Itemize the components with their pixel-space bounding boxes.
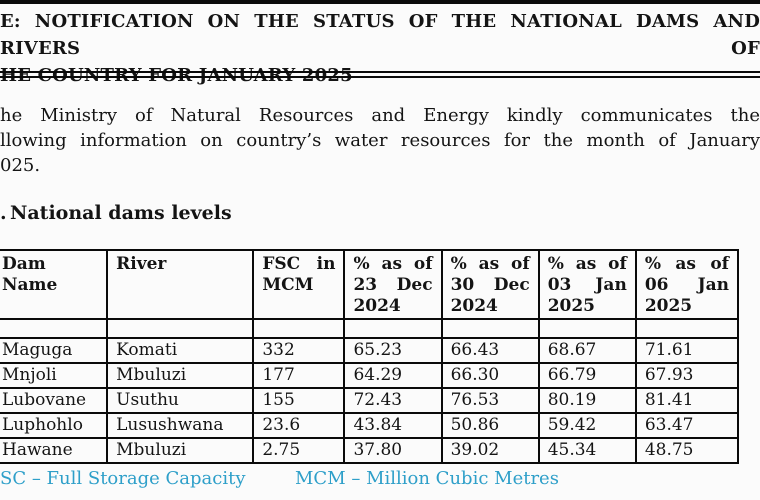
- pct-cell: 65.23: [343, 337, 443, 364]
- column-header-pct-03-jan: % as of 03 Jan 2025: [537, 249, 637, 320]
- pct-cell: 39.02: [440, 437, 540, 464]
- spacer-cell: [252, 318, 346, 339]
- pct-cell: 59.42: [537, 412, 637, 439]
- river-cell: Lusushwana: [106, 412, 255, 439]
- spacer-cell: [537, 318, 637, 339]
- pct-cell: 64.29: [343, 362, 443, 389]
- table-header-row: Dam Name River FSC in MCM % as of 23 Dec…: [0, 249, 740, 320]
- title-divider-rule: [0, 71, 760, 78]
- legend-fsc: SC – Full Storage Capacity: [0, 468, 246, 489]
- table-row-maguga: Maguga Komati 332 65.23 66.43 68.67 71.6…: [0, 337, 740, 364]
- river-cell: Komati: [106, 337, 255, 364]
- section-heading: . National dams levels: [0, 202, 760, 224]
- document-title-line1: E: NOTIFICATION ON THE STATUS OF THE NAT…: [0, 11, 760, 59]
- fsc-cell: 177: [252, 362, 346, 389]
- pct-cell: 43.84: [343, 412, 443, 439]
- column-header-dam-name: Dam Name: [0, 249, 109, 320]
- table-row-hawane: Hawane Mbuluzi 2.75 37.80 39.02 45.34 48…: [0, 437, 740, 464]
- fsc-cell: 23.6: [252, 412, 346, 439]
- river-cell: Usuthu: [106, 387, 255, 414]
- section-number-fragment: .: [0, 202, 7, 224]
- table-row-lubovane: Lubovane Usuthu 155 72.43 76.53 80.19 81…: [0, 387, 740, 414]
- dam-name-cell: Hawane: [0, 437, 109, 464]
- column-header-fsc: FSC in MCM: [252, 249, 346, 320]
- document-title: E: NOTIFICATION ON THE STATUS OF THE NAT…: [0, 8, 760, 89]
- pct-cell: 48.75: [634, 437, 740, 464]
- section-heading-label: National dams levels: [10, 202, 232, 224]
- column-header-pct-06-jan: % as of 06 Jan 2025: [634, 249, 740, 320]
- river-cell: Mbuluzi: [106, 437, 255, 464]
- column-header-pct-30-dec: % as of 30 Dec 2024: [440, 249, 540, 320]
- dam-name-cell: Luphohlo: [0, 412, 109, 439]
- fsc-cell: 2.75: [252, 437, 346, 464]
- spacer-cell: [440, 318, 540, 339]
- pct-cell: 50.86: [440, 412, 540, 439]
- intro-line-2: llowing information on country’s water r…: [0, 130, 760, 151]
- pct-cell: 80.19: [537, 387, 637, 414]
- pct-cell: 71.61: [634, 337, 740, 364]
- pct-cell: 81.41: [634, 387, 740, 414]
- pct-cell: 67.93: [634, 362, 740, 389]
- spacer-cell: [634, 318, 740, 339]
- spacer-cell: [0, 318, 109, 339]
- intro-line-1: he Ministry of Natural Resources and Ene…: [0, 105, 760, 126]
- pct-cell: 76.53: [440, 387, 540, 414]
- river-cell: Mbuluzi: [106, 362, 255, 389]
- abbreviation-legend: SC – Full Storage Capacity MCM – Million …: [0, 468, 760, 489]
- pct-cell: 45.34: [537, 437, 637, 464]
- pct-cell: 66.79: [537, 362, 637, 389]
- pct-cell: 66.43: [440, 337, 540, 364]
- fsc-cell: 155: [252, 387, 346, 414]
- column-header-pct-23-dec: % as of 23 Dec 2024: [343, 249, 443, 320]
- pct-cell: 63.47: [634, 412, 740, 439]
- pct-cell: 72.43: [343, 387, 443, 414]
- table-spacer-row: [0, 318, 740, 339]
- column-header-river: River: [106, 249, 255, 320]
- dam-name-cell: Mnjoli: [0, 362, 109, 389]
- pct-cell: 68.67: [537, 337, 637, 364]
- pct-cell: 37.80: [343, 437, 443, 464]
- spacer-cell: [343, 318, 443, 339]
- intro-line-3: 025.: [0, 155, 41, 176]
- table-row-mnjoli: Mnjoli Mbuluzi 177 64.29 66.30 66.79 67.…: [0, 362, 740, 389]
- table-row-luphohlo: Luphohlo Lusushwana 23.6 43.84 50.86 59.…: [0, 412, 740, 439]
- dam-name-cell: Maguga: [0, 337, 109, 364]
- dams-levels-table: Dam Name River FSC in MCM % as of 23 Dec…: [0, 249, 740, 464]
- document-title-line2: HE COUNTRY FOR JANUARY 2025: [0, 65, 353, 86]
- pct-cell: 66.30: [440, 362, 540, 389]
- top-rule: [0, 0, 760, 4]
- intro-paragraph: he Ministry of Natural Resources and Ene…: [0, 103, 760, 178]
- fsc-cell: 332: [252, 337, 346, 364]
- legend-mcm: MCM – Million Cubic Metres: [295, 468, 559, 489]
- dam-name-cell: Lubovane: [0, 387, 109, 414]
- spacer-cell: [106, 318, 255, 339]
